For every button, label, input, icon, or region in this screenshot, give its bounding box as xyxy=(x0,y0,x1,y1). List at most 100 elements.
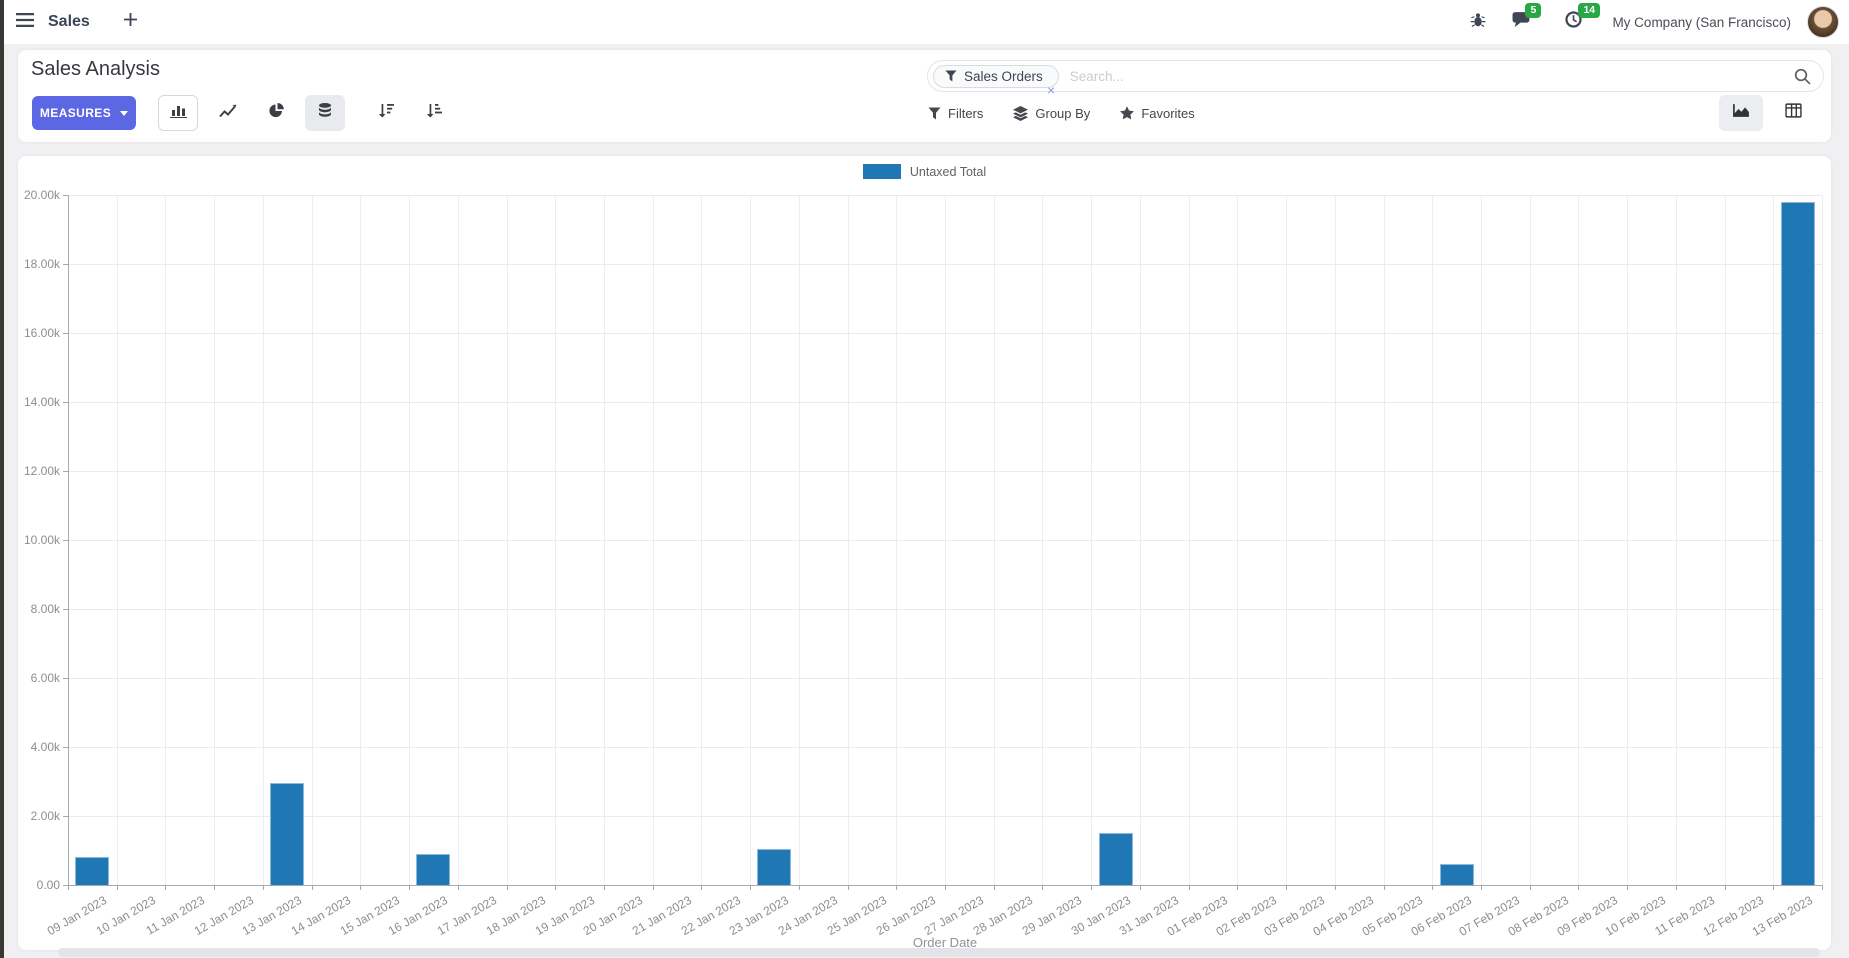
sort-descending-button[interactable] xyxy=(366,95,406,131)
x-tick-mark xyxy=(896,885,898,890)
x-tick-mark xyxy=(457,885,459,890)
line-chart-mode-button[interactable] xyxy=(208,95,248,131)
x-gridline xyxy=(1091,195,1093,885)
messages-count-badge: 5 xyxy=(1525,3,1542,18)
group-by-button-label: Group By xyxy=(1035,105,1091,121)
x-gridline xyxy=(1480,195,1482,885)
x-gridline xyxy=(896,195,898,885)
x-tick-mark xyxy=(945,885,946,890)
x-tick-mark xyxy=(847,885,849,890)
bar[interactable] xyxy=(1439,863,1474,885)
x-tick-mark xyxy=(555,885,557,890)
x-gridline xyxy=(506,195,508,885)
y-axis-tick-label: 10.00k xyxy=(23,533,60,547)
plus-icon xyxy=(123,13,137,31)
y-axis-tick-label: 20.00k xyxy=(23,188,60,202)
y-axis-tick-label: 18.00k xyxy=(23,257,60,271)
search-input[interactable] xyxy=(1067,67,1794,85)
y-axis-tick-label: 8.00k xyxy=(30,602,60,616)
bar-chart-plot: 0.00 2.00k 4.00k 6.00k 8.00k 10.00k 12.00k 14.0… xyxy=(18,156,1831,950)
x-tick-mark xyxy=(360,885,362,890)
x-tick-mark xyxy=(311,885,313,890)
x-tick-mark xyxy=(1383,885,1385,890)
pivot-table-icon xyxy=(1784,103,1802,123)
search-facet-label: Sales Orders xyxy=(964,68,1043,84)
control-panel: Sales Analysis Sales Orders × MEASURES xyxy=(18,50,1831,142)
current-app-name[interactable]: Sales xyxy=(48,13,90,30)
bar-chart-mode-button[interactable] xyxy=(158,95,198,131)
x-gridline xyxy=(409,195,411,885)
x-tick-mark xyxy=(165,885,167,890)
y-axis-tick-label: 16.00k xyxy=(23,326,60,340)
horizontal-scrollbar-thumb[interactable] xyxy=(58,948,1820,957)
x-gridline xyxy=(262,195,264,885)
filters-funnel-icon xyxy=(928,107,941,120)
x-gridline xyxy=(1383,195,1385,885)
x-gridline xyxy=(1529,195,1531,885)
x-gridline xyxy=(1042,195,1044,885)
x-tick-mark xyxy=(1139,885,1141,890)
x-gridline xyxy=(798,195,800,885)
y-tick-mark xyxy=(63,885,68,886)
bar[interactable] xyxy=(1780,201,1815,885)
x-tick-mark xyxy=(68,885,69,890)
user-avatar[interactable] xyxy=(1807,6,1839,38)
bar[interactable] xyxy=(757,848,792,885)
apps-menu-button[interactable] xyxy=(16,12,34,32)
x-gridline xyxy=(945,195,946,885)
x-tick-mark xyxy=(750,885,752,890)
new-tab-button[interactable] xyxy=(123,13,137,31)
pie-chart-icon xyxy=(268,103,284,123)
database-stack-icon xyxy=(318,102,332,124)
sort-ascending-button[interactable] xyxy=(414,95,454,131)
area-chart-icon xyxy=(1732,103,1751,123)
x-gridline xyxy=(1286,195,1288,885)
stacked-toggle-button[interactable] xyxy=(305,95,345,131)
y-tick-mark xyxy=(63,195,68,196)
pivot-view-button[interactable] xyxy=(1771,95,1815,131)
chart-legend-item[interactable]: Untaxed Total xyxy=(18,164,1831,179)
bar[interactable] xyxy=(270,783,305,885)
search-facet-sales-orders[interactable]: Sales Orders xyxy=(933,64,1059,88)
search-options: Filters Group By Favorites xyxy=(928,95,1195,131)
x-tick-mark xyxy=(506,885,508,890)
filters-button[interactable]: Filters xyxy=(928,106,983,121)
messages-menu-button[interactable]: 5 xyxy=(1512,3,1542,33)
measures-button[interactable]: MEASURES xyxy=(32,96,136,130)
search-bar[interactable]: Sales Orders xyxy=(927,60,1824,92)
bar[interactable] xyxy=(75,857,110,885)
bar[interactable] xyxy=(1098,833,1133,885)
screen-left-edge xyxy=(0,0,4,958)
x-tick-mark xyxy=(1091,885,1093,890)
star-icon xyxy=(1120,106,1135,120)
sort-amount-desc-icon xyxy=(378,103,394,123)
navbar-left: Sales xyxy=(0,12,137,32)
navbar-right: 5 14 My Company (San Francisco) xyxy=(1470,3,1849,38)
x-tick-mark xyxy=(652,885,654,890)
x-gridline xyxy=(457,195,459,885)
x-gridline xyxy=(1237,195,1239,885)
y-tick-mark xyxy=(63,609,68,610)
x-tick-mark xyxy=(214,885,216,890)
x-tick-mark xyxy=(993,885,995,890)
control-panel-buttons-row: MEASURES xyxy=(18,94,1831,134)
chart-card: Untaxed Total 0.00 2.00k 4.00k 6.00k 8.00k 10… xyxy=(18,156,1831,950)
layers-icon xyxy=(1013,105,1029,121)
graph-view-button[interactable] xyxy=(1719,95,1763,131)
line-chart-icon xyxy=(219,104,237,123)
x-gridline xyxy=(311,195,313,885)
favorites-button[interactable]: Favorites xyxy=(1120,106,1195,121)
activities-menu-button[interactable]: 14 xyxy=(1565,3,1601,33)
x-gridline xyxy=(750,195,752,885)
x-gridline xyxy=(360,195,362,885)
x-gridline xyxy=(1334,195,1336,885)
debug-menu-button[interactable] xyxy=(1470,12,1486,33)
company-switcher[interactable]: My Company (San Francisco) xyxy=(1612,14,1791,30)
bar[interactable] xyxy=(416,853,451,885)
search-magnifier-icon[interactable] xyxy=(1794,68,1811,85)
pie-chart-mode-button[interactable] xyxy=(256,95,296,131)
y-axis-tick-label: 14.00k xyxy=(23,395,60,409)
facet-remove-button[interactable]: × xyxy=(1047,82,1056,98)
legend-series-label: Untaxed Total xyxy=(909,164,987,179)
group-by-button[interactable]: Group By xyxy=(1013,105,1091,121)
